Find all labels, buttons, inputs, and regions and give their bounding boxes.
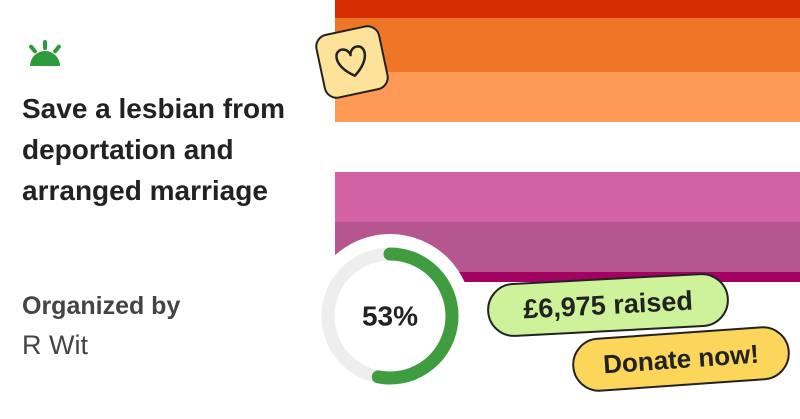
progress-label: 53% <box>362 300 418 331</box>
organizer-name: R Wit <box>22 330 88 360</box>
logo <box>29 40 61 66</box>
title: Save a lesbian from deportation and arra… <box>22 93 286 206</box>
progress-arc <box>321 247 459 385</box>
flag-stripe <box>335 272 800 282</box>
flag-stripe <box>335 72 800 122</box>
flag-stripe <box>335 172 800 222</box>
flag-stripe <box>335 18 800 72</box>
flag-stripe <box>335 0 800 18</box>
heart-badge <box>315 25 389 99</box>
organizer-label: Organized by <box>22 292 181 320</box>
